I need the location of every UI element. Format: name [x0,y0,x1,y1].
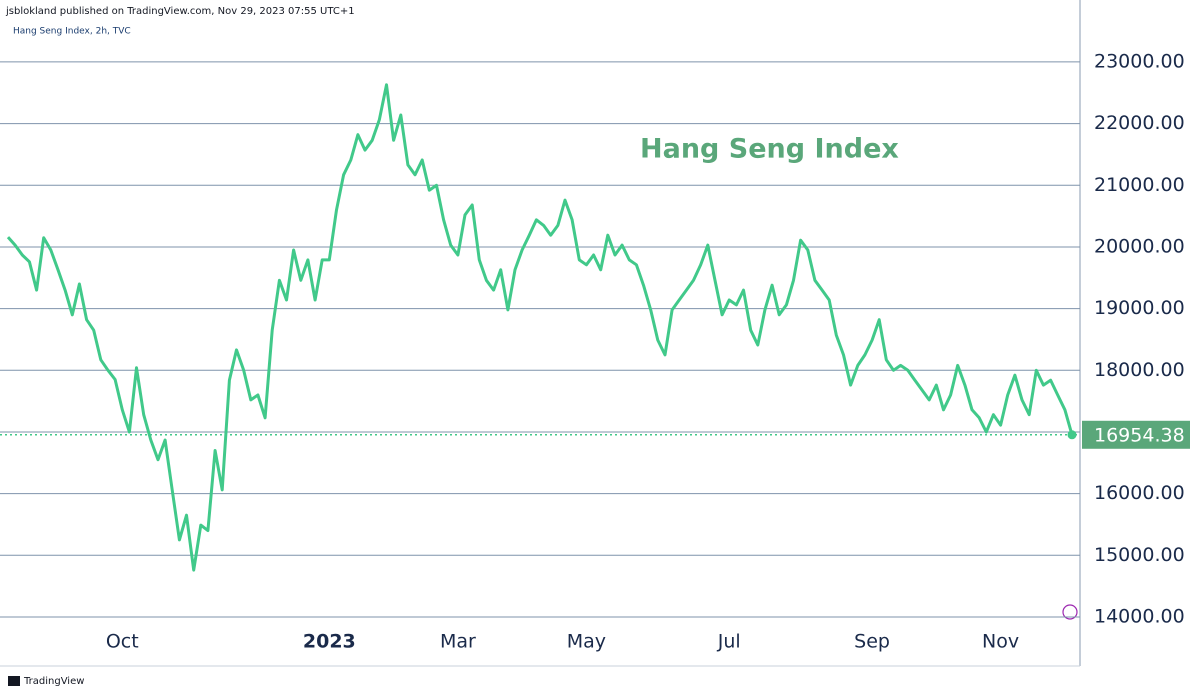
publisher: jsblokland published on TradingView.com,… [5,6,355,17]
y-tick-label: 22000.00 [1094,112,1185,134]
x-tick-label: Oct [106,631,139,653]
x-tick-label: Sep [854,631,890,653]
price-line [6,83,1074,572]
x-tick-label: Jul [717,631,741,653]
x-tick-label: Mar [440,631,476,653]
price-tag-label: 16954.38 [1094,424,1185,446]
y-tick-label: 14000.00 [1094,605,1185,627]
y-tick-label: 15000.00 [1094,544,1185,566]
x-tick-label: Nov [982,631,1019,653]
y-tick-label: 18000.00 [1094,359,1185,381]
symbol: Hang Seng Index, 2h, TVC [13,27,131,37]
x-tick-label: May [567,631,606,653]
y-tick-label: 23000.00 [1094,50,1185,72]
last-point [1067,430,1077,440]
y-tick-label: 19000.00 [1094,297,1185,319]
y-tick-label: 16000.00 [1094,482,1185,504]
y-tick-label: 21000.00 [1094,174,1185,196]
y-tick-label: 20000.00 [1094,235,1185,257]
price-tag [1082,420,1190,449]
x-tick-label: 2023 [303,631,356,653]
alert-icon[interactable] [1062,604,1078,620]
annotation: Hang Seng Index [640,134,899,165]
logo [8,676,20,686]
footer: TradingView [23,676,84,687]
